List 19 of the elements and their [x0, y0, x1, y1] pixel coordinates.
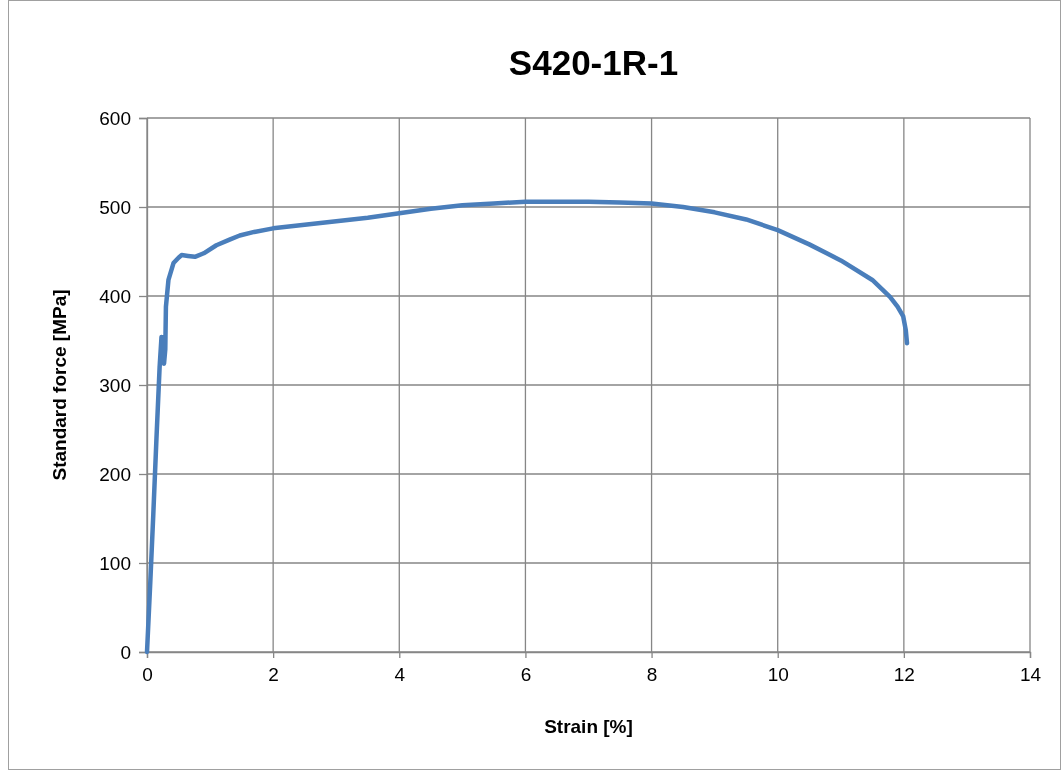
x-tick-label: 4	[394, 664, 406, 686]
y-tick-label: 200	[99, 463, 131, 485]
y-axis-title: Standard force [MPa]	[49, 289, 70, 481]
y-tick-label: 600	[99, 107, 131, 129]
x-tick-label: 0	[142, 664, 153, 686]
y-tick-label: 100	[99, 552, 131, 574]
line-series	[144, 199, 910, 655]
y-tick-label: 400	[99, 285, 131, 307]
x-tick-label: 2	[268, 664, 279, 686]
x-tick-label: 8	[646, 664, 658, 686]
x-tick-label: 14	[1019, 664, 1042, 686]
y-tick-label: 0	[120, 641, 131, 663]
y-tick-label: 300	[99, 374, 131, 396]
x-axis-title: Strain [%]	[544, 716, 633, 737]
x-tick-label: 12	[893, 664, 915, 686]
x-tick-label: 6	[520, 664, 532, 686]
y-tick-label: 500	[99, 196, 131, 218]
chart-title: S420-1R-1	[508, 43, 679, 82]
x-tick-label: 10	[767, 664, 789, 686]
